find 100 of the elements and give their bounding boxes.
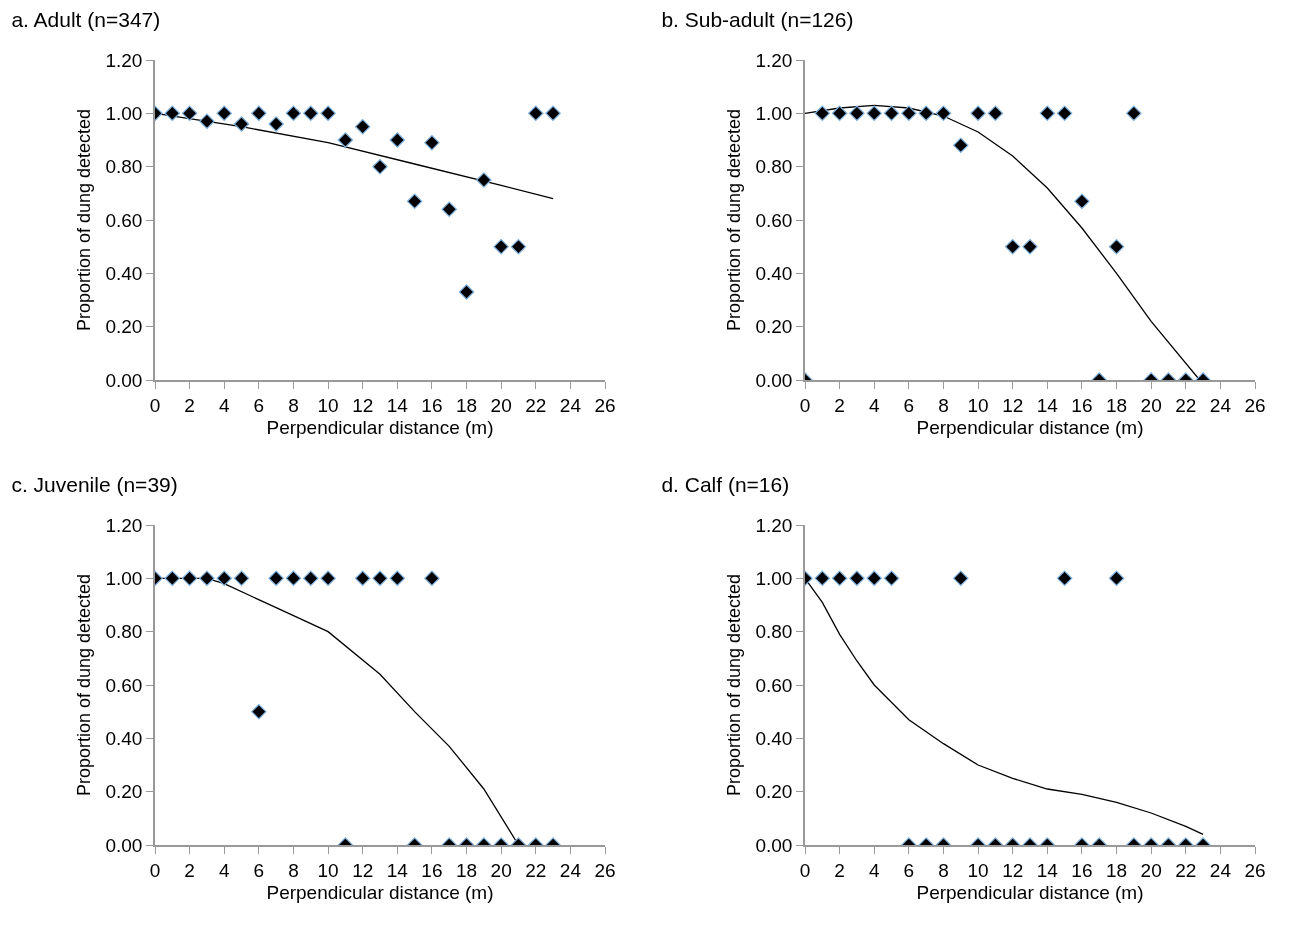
x-tick-label: 16 — [421, 859, 443, 881]
x-tick-label: 12 — [1002, 394, 1024, 416]
y-tick-label: 1.20 — [105, 49, 143, 71]
y-tick-label: 0.00 — [755, 834, 793, 856]
x-tick-label: 8 — [938, 394, 949, 416]
x-tick-label: 2 — [184, 859, 195, 881]
point — [268, 116, 284, 132]
y-axis-title: Proportion of dung detected — [74, 573, 95, 797]
point — [883, 105, 900, 122]
x-tick-label: 18 — [1105, 394, 1128, 416]
point — [1004, 238, 1021, 255]
x-tick-label: 20 — [490, 859, 512, 881]
chart-title: d. Calf (n=16) — [661, 472, 790, 496]
x-tick-label: 16 — [1071, 859, 1093, 881]
point — [303, 570, 319, 587]
x-tick-label: 4 — [218, 859, 230, 881]
y-tick-label: 1.20 — [105, 514, 143, 536]
x-tick-label: 16 — [1071, 394, 1093, 416]
x-tick-label: 0 — [149, 859, 161, 881]
x-axis-title: Perpendicular distance (m) — [266, 416, 494, 438]
point — [849, 105, 865, 122]
x-tick-label: 12 — [352, 859, 374, 881]
chart-title: b. Sub-adult (n=126) — [661, 7, 854, 31]
point — [510, 238, 527, 255]
point — [285, 570, 302, 587]
x-tick-label: 14 — [1036, 859, 1059, 881]
x-axis-title: Perpendicular distance (m) — [916, 416, 1144, 438]
x-tick-label: 4 — [868, 394, 880, 416]
y-tick-label: 0.60 — [755, 674, 793, 696]
x-tick-label: 12 — [1002, 859, 1024, 881]
point — [199, 570, 215, 587]
x-tick-label: 20 — [490, 394, 512, 416]
y-tick-label: 0.40 — [105, 727, 143, 749]
y-tick-label: 0.20 — [105, 781, 143, 803]
point — [866, 105, 882, 122]
point — [901, 105, 917, 122]
point — [233, 116, 250, 132]
point — [268, 570, 284, 587]
point — [1126, 105, 1142, 122]
point — [372, 158, 388, 175]
point — [1022, 238, 1038, 255]
point — [953, 137, 969, 154]
point — [181, 570, 198, 587]
point — [337, 132, 354, 148]
point — [285, 105, 302, 122]
x-tick-label: 22 — [1175, 859, 1197, 881]
y-tick-label: 0.00 — [755, 369, 793, 391]
y-tick-label: 0.40 — [105, 262, 143, 284]
point — [1039, 105, 1056, 122]
point — [251, 703, 267, 720]
y-tick-label: 1.00 — [755, 102, 793, 124]
y-tick-label: 0.60 — [105, 209, 143, 231]
x-tick-label: 6 — [253, 394, 265, 416]
x-tick-label: 0 — [149, 394, 161, 416]
point — [372, 570, 388, 587]
x-tick-label: 2 — [184, 394, 195, 416]
x-tick-label: 6 — [903, 859, 915, 881]
point — [970, 105, 986, 122]
point — [320, 570, 336, 587]
x-tick-label: 18 — [455, 859, 478, 881]
x-tick-label: 22 — [525, 859, 547, 881]
y-tick-label: 1.00 — [105, 567, 143, 589]
x-tick-label: 20 — [1140, 394, 1162, 416]
point — [935, 105, 952, 122]
y-tick-label: 0.60 — [755, 209, 793, 231]
y-tick-label: 0.80 — [755, 621, 793, 643]
point — [406, 193, 423, 210]
point — [216, 570, 232, 587]
chart-title: c. Juvenile (n=39) — [11, 472, 178, 496]
x-tick-label: 6 — [253, 859, 265, 881]
y-tick-label: 0.60 — [105, 674, 143, 696]
point — [476, 172, 492, 188]
point — [441, 201, 457, 218]
point — [831, 105, 848, 122]
x-tick-label: 10 — [317, 859, 339, 881]
point — [181, 105, 198, 122]
point — [918, 105, 934, 122]
y-tick-label: 0.20 — [755, 316, 793, 338]
y-tick-label: 1.20 — [755, 514, 793, 536]
y-tick-label: 0.80 — [105, 621, 143, 643]
x-tick-label: 14 — [386, 394, 409, 416]
y-tick-label: 0.00 — [105, 834, 143, 856]
point — [216, 105, 232, 122]
x-tick-label: 24 — [559, 394, 582, 416]
x-tick-label: 14 — [1036, 394, 1059, 416]
y-tick-label: 0.20 — [105, 316, 143, 338]
x-tick-label: 24 — [559, 859, 582, 881]
y-axis-title: Proportion of dung detected — [74, 108, 95, 332]
x-tick-label: 18 — [1105, 859, 1128, 881]
x-tick-label: 12 — [352, 394, 374, 416]
x-tick-label: 6 — [903, 394, 915, 416]
x-tick-label: 2 — [834, 394, 845, 416]
point — [987, 105, 1004, 122]
point — [389, 570, 406, 587]
y-axis-title: Proportion of dung detected — [724, 108, 745, 332]
point — [164, 570, 181, 587]
point — [424, 570, 440, 587]
x-axis-title: Perpendicular distance (m) — [266, 881, 494, 903]
point — [320, 105, 336, 122]
point — [303, 105, 319, 122]
